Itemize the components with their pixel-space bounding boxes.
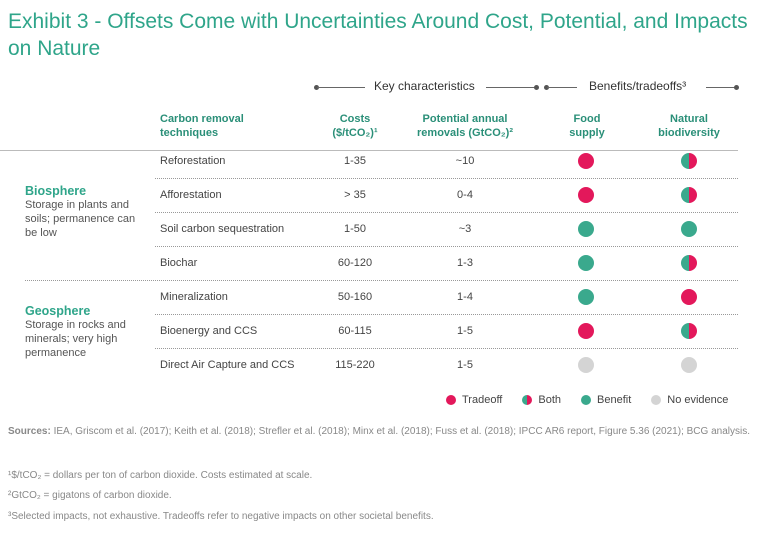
legend-item-no-evidence: No evidence	[651, 394, 728, 406]
page-title: Exhibit 3 - Offsets Come with Uncertaint…	[8, 10, 748, 60]
header-food: Food supply	[569, 113, 605, 139]
bio-tradeoff-dot-icon	[681, 289, 697, 305]
costs-cell: 115-220	[335, 359, 375, 371]
costs-cell: > 35	[344, 189, 366, 201]
row-divider	[155, 246, 738, 247]
sources: Sources: IEA, Griscom et al. (2017); Kei…	[8, 426, 750, 437]
costs-cell: 1-35	[343, 155, 367, 167]
footnote-3: ³Selected impacts, not exhaustive. Trade…	[8, 511, 434, 522]
bio-both-dot-icon	[681, 187, 697, 203]
both-dot-icon	[522, 395, 533, 405]
costs-cell: 60-115	[338, 325, 372, 337]
removals-cell: ~3	[458, 223, 472, 235]
technique-cell: Soil carbon sequestration	[160, 223, 285, 235]
removals-cell: 0-4	[457, 189, 473, 201]
benefit-dot-icon	[581, 395, 591, 405]
food-tradeoff-dot-icon	[578, 187, 594, 203]
row-divider	[155, 212, 738, 213]
food-tradeoff-dot-icon	[578, 153, 594, 169]
food-benefit-dot-icon	[578, 221, 594, 237]
row-divider	[155, 348, 738, 349]
removals-cell: 1-5	[457, 325, 473, 337]
costs-cell: 1-50	[343, 223, 367, 235]
tradeoff-dot-icon	[446, 395, 456, 405]
header-technique: Carbon removal techniques	[160, 113, 244, 139]
food-benefit-dot-icon	[578, 255, 594, 271]
footnote-1: ¹$/tCO₂ = dollars per ton of carbon diox…	[8, 470, 313, 481]
technique-cell: Afforestation	[160, 189, 222, 201]
technique-cell: Direct Air Capture and CCS	[160, 359, 295, 371]
group-geosphere: Geosphere Storage in rocks and minerals;…	[25, 304, 126, 359]
removals-cell: 1-5	[457, 359, 473, 371]
group-header-benefits: Benefits/tradeoffs³	[544, 79, 740, 95]
bio-benefit-dot-icon	[681, 221, 697, 237]
group-header-key-characteristics: Key characteristics	[314, 79, 540, 95]
removals-cell: 1-3	[457, 257, 473, 269]
header-removals: Potential annual removals (GtCO₂)²	[417, 113, 513, 139]
technique-cell: Bioenergy and CCS	[160, 325, 258, 337]
legend: Tradeoff Both Benefit No evidence	[446, 394, 728, 406]
costs-cell: 50-160	[337, 291, 373, 303]
footnote-2: ²GtCO₂ = gigatons of carbon dioxide.	[8, 490, 172, 501]
bio-both-dot-icon	[681, 153, 697, 169]
bio-both-dot-icon	[681, 255, 697, 271]
bio-both-dot-icon	[681, 323, 697, 339]
removals-cell: ~10	[455, 155, 475, 167]
food-tradeoff-dot-icon	[578, 323, 594, 339]
group-biosphere: Biosphere Storage in plants and soils; p…	[25, 184, 136, 239]
header-divider	[0, 150, 738, 151]
technique-cell: Reforestation	[160, 155, 226, 167]
no-evidence-dot-icon	[651, 395, 662, 405]
food-no_evidence-dot-icon	[578, 357, 594, 373]
header-costs: Costs ($/tCO₂)¹	[332, 113, 378, 139]
row-divider	[155, 178, 738, 179]
food-benefit-dot-icon	[578, 289, 594, 305]
group-divider	[25, 280, 738, 281]
bio-no_evidence-dot-icon	[681, 357, 697, 373]
legend-item-both: Both	[522, 394, 561, 406]
technique-cell: Biochar	[160, 257, 198, 269]
row-divider	[155, 314, 738, 315]
costs-cell: 60-120	[337, 257, 373, 269]
legend-item-benefit: Benefit	[581, 394, 631, 406]
removals-cell: 1-4	[457, 291, 473, 303]
header-bio: Natural biodiversity	[658, 113, 720, 139]
technique-cell: Mineralization	[160, 291, 228, 303]
legend-item-tradeoff: Tradeoff	[446, 394, 502, 406]
